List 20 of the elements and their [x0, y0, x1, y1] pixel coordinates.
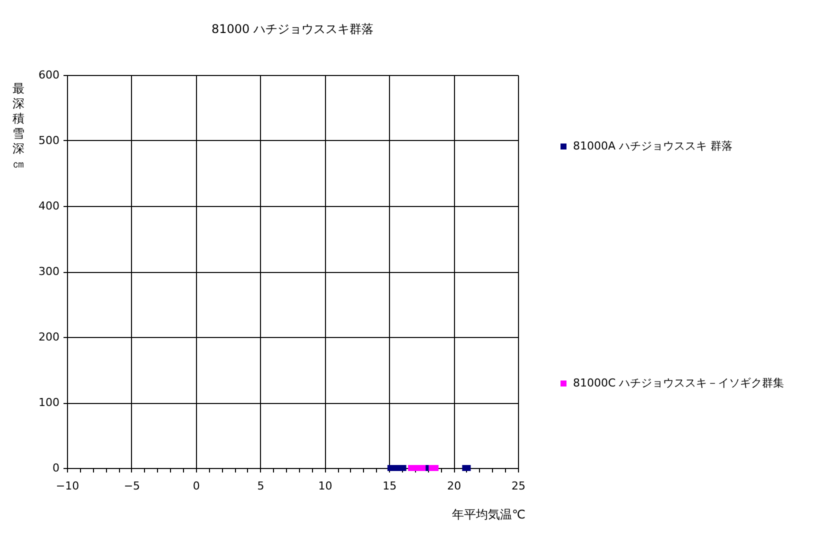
y-tick-label: 100 [38, 396, 60, 409]
y-axis-title: 最深積雪深㎝ [12, 82, 24, 170]
legend-label: 81000C ハチジョウススキ－イソギク群集 [573, 376, 784, 390]
x-tick-label: 5 [257, 480, 264, 492]
x-axis-title: 年平均気温℃ [452, 508, 526, 522]
y-tick-label: 600 [38, 68, 60, 82]
y-tick-label: 500 [38, 134, 60, 147]
y-tick-label: 400 [38, 200, 60, 212]
x-tick-label: 0 [192, 480, 200, 492]
y-tick-label: 200 [38, 330, 60, 344]
y-tick-label: 0 [52, 462, 60, 474]
x-tick-label: 10 [318, 480, 332, 492]
y-tick-label: 300 [38, 265, 60, 278]
x-tick-label: −10 [56, 480, 80, 492]
chart-title: 81000 ハチジョウススキ群落 [212, 22, 374, 36]
x-tick-label: 25 [512, 480, 526, 492]
legend-label: 81000A ハチジョウススキ 群落 [573, 140, 733, 152]
x-tick-label: 15 [382, 480, 397, 492]
x-tick-label: −5 [124, 480, 140, 492]
x-tick-label: 20 [447, 480, 462, 492]
